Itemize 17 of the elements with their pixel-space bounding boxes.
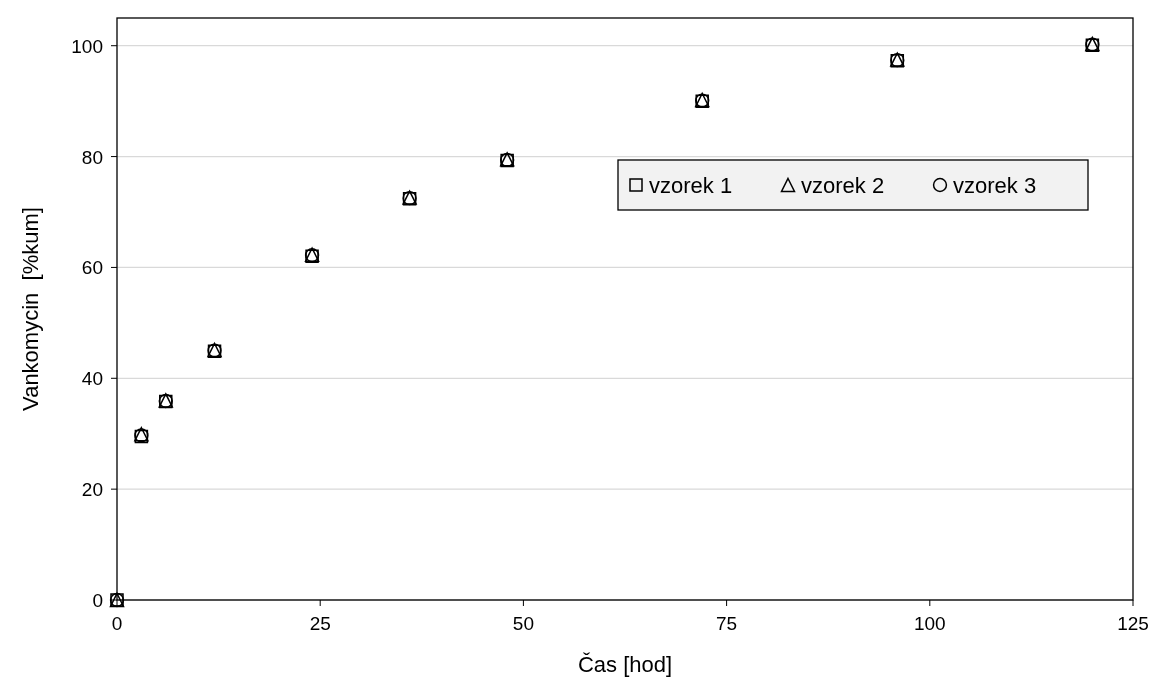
x-axis-title: Čas [hod] bbox=[577, 652, 673, 677]
y-tick-label: 40 bbox=[81, 368, 103, 390]
x-tick-label: 50 bbox=[512, 613, 534, 634]
y-tick-label: 80 bbox=[81, 146, 103, 168]
legend-label: vzorek 1 bbox=[649, 173, 733, 198]
x-tick-label: 100 bbox=[913, 613, 946, 634]
x-tick-label: 75 bbox=[716, 613, 738, 634]
y-axis-title: Vankomycin [%kum] bbox=[18, 207, 43, 411]
y-tick-label: 0 bbox=[92, 590, 103, 611]
legend-label: vzorek 2 bbox=[801, 173, 885, 198]
y-tick-label: 60 bbox=[81, 257, 103, 279]
y-tick-label: 100 bbox=[71, 35, 103, 57]
legend-label: vzorek 3 bbox=[953, 173, 1037, 198]
y-tick-label: 20 bbox=[81, 479, 103, 501]
x-tick-label: 0 bbox=[111, 613, 123, 634]
x-tick-label: 25 bbox=[309, 613, 331, 634]
x-tick-label: 125 bbox=[1117, 613, 1149, 634]
